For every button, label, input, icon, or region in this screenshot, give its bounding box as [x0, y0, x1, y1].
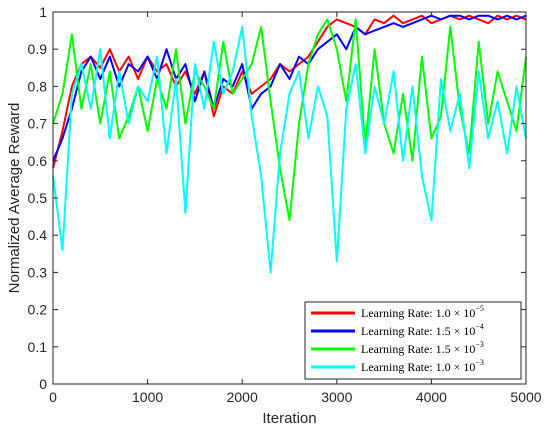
y-tick-label: 0.6 [28, 153, 48, 169]
series-line-3 [52, 18, 527, 222]
y-tick-label: 0 [39, 376, 47, 392]
y-tick-label: 0.7 [28, 116, 48, 132]
y-tick-label: 0.8 [28, 78, 48, 94]
x-tick-label: 5000 [510, 389, 541, 405]
legend-label: Learning Rate: 1.5 × 10−3 [361, 340, 484, 356]
y-tick-label: 0.1 [28, 339, 48, 355]
legend: Learning Rate: 1.0 × 10−5 Learning Rate: … [304, 301, 522, 380]
x-tick-label: 0 [49, 389, 57, 405]
y-tick-label: 0.5 [28, 190, 48, 206]
series-line-2 [52, 14, 527, 162]
y-tick-label: 0.4 [28, 227, 48, 243]
y-tick-label: 0.2 [28, 302, 48, 318]
legend-label: Learning Rate: 1.5 × 10−4 [361, 322, 484, 338]
legend-label: Learning Rate: 1.0 × 10−5 [361, 304, 484, 320]
y-axis-label: Normalized Average Reward [6, 103, 23, 294]
x-axis-label: Iteration [262, 410, 316, 427]
y-tick-label: 1 [39, 4, 47, 20]
legend-label: Learning Rate: 1.0 × 10−3 [361, 358, 484, 374]
axis-ticks: 0 1000 2000 3000 4000 5000 0 0.1 0.2 0.3 0.4 0.5 0.6… [28, 4, 542, 405]
x-tick-label: 1000 [132, 389, 163, 405]
x-tick-label: 4000 [416, 389, 447, 405]
x-tick-label: 3000 [321, 389, 352, 405]
y-tick-label: 0.9 [28, 41, 48, 57]
y-tick-label: 0.3 [28, 264, 48, 280]
series-line-4 [52, 25, 527, 274]
x-tick-label: 2000 [227, 389, 258, 405]
legend-box [304, 301, 522, 380]
series-layer [52, 14, 527, 274]
